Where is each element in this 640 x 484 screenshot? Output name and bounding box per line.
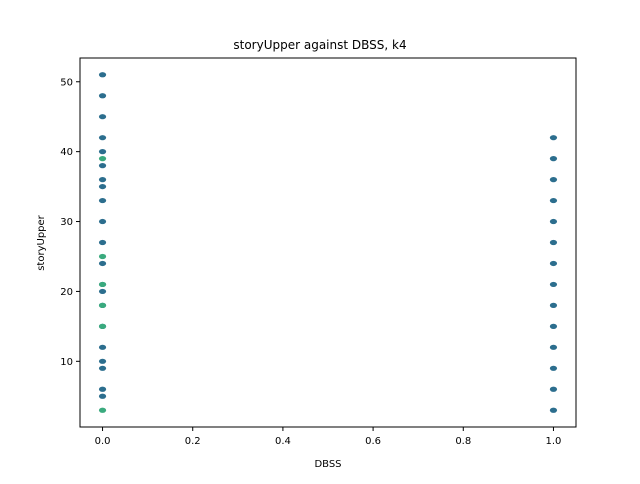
data-point bbox=[549, 177, 558, 183]
data-point bbox=[98, 288, 107, 295]
x-tick-label: 1.0 bbox=[546, 436, 562, 447]
data-point bbox=[549, 365, 558, 371]
data-point bbox=[98, 197, 107, 204]
y-axis-label: storyUpper bbox=[36, 214, 47, 270]
data-point bbox=[549, 239, 558, 246]
data-point bbox=[549, 281, 558, 288]
data-point bbox=[98, 358, 107, 364]
data-point bbox=[98, 239, 107, 246]
data-point bbox=[549, 156, 558, 162]
data-point bbox=[98, 386, 107, 392]
plot-frame bbox=[79, 57, 577, 428]
data-point bbox=[98, 93, 107, 99]
data-point bbox=[98, 393, 107, 399]
x-tick-label: 0.8 bbox=[455, 436, 471, 447]
data-point bbox=[549, 197, 558, 204]
data-point bbox=[98, 183, 107, 190]
data-point bbox=[549, 344, 558, 350]
data-point bbox=[549, 302, 558, 308]
y-tick-label: 40 bbox=[60, 147, 73, 158]
axis-ticks: 0.0 0.2 0.4 0.6 0.8 1.0 10 20 30 40 50 bbox=[60, 77, 561, 447]
chart-title: storyUpper against DBSS, k4 bbox=[233, 38, 406, 52]
data-point bbox=[549, 386, 558, 392]
data-point bbox=[98, 323, 107, 329]
y-tick-label: 30 bbox=[60, 217, 73, 228]
data-point bbox=[98, 114, 107, 120]
y-tick-label: 50 bbox=[60, 77, 73, 88]
data-point bbox=[98, 72, 107, 78]
data-point bbox=[549, 135, 558, 141]
data-point bbox=[98, 407, 107, 413]
x-tick-label: 0.4 bbox=[275, 436, 291, 447]
data-point bbox=[98, 260, 107, 267]
data-point bbox=[549, 323, 558, 329]
data-points bbox=[98, 72, 558, 413]
x-tick-label: 0.2 bbox=[185, 436, 201, 447]
y-tick-label: 10 bbox=[60, 357, 73, 368]
data-point bbox=[98, 281, 107, 288]
data-point bbox=[98, 302, 107, 308]
y-tick-label: 20 bbox=[60, 287, 73, 298]
data-point bbox=[98, 163, 107, 169]
data-point bbox=[98, 365, 107, 371]
data-point bbox=[98, 177, 107, 183]
x-axis-label: DBSS bbox=[314, 459, 341, 470]
data-point bbox=[98, 156, 107, 162]
data-point bbox=[549, 260, 558, 267]
data-point bbox=[98, 135, 107, 141]
data-point bbox=[98, 149, 107, 155]
data-point bbox=[98, 344, 107, 350]
x-tick-label: 0.0 bbox=[95, 436, 111, 447]
x-tick-label: 0.6 bbox=[365, 436, 381, 447]
data-point bbox=[549, 407, 558, 413]
data-point bbox=[98, 218, 107, 225]
data-point bbox=[549, 218, 558, 225]
data-point bbox=[98, 253, 107, 260]
